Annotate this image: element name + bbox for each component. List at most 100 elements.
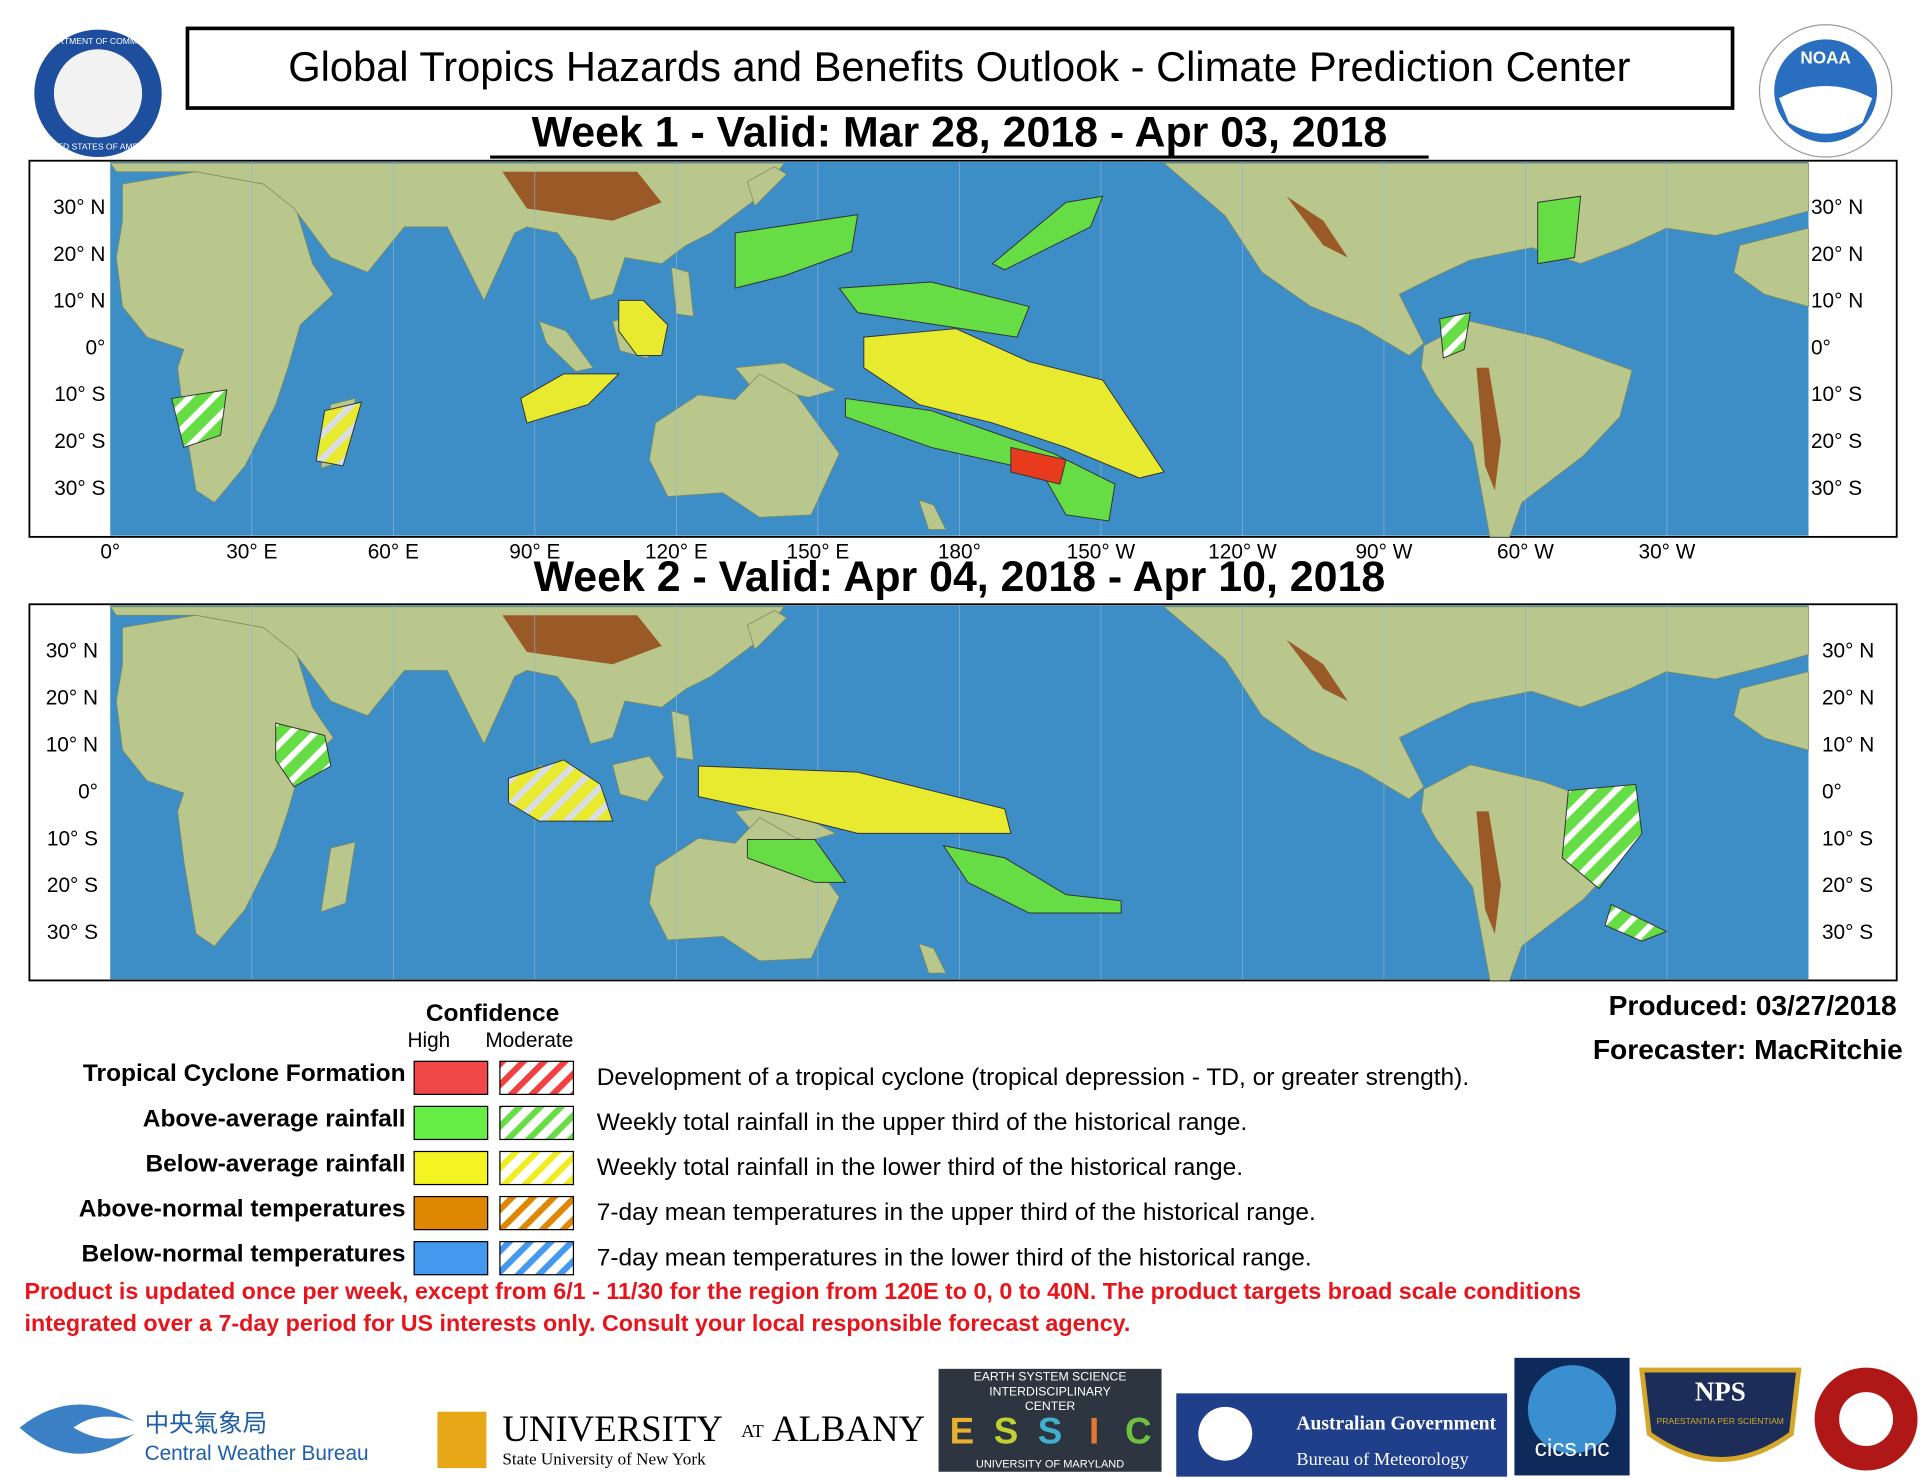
land-shape	[918, 499, 947, 530]
lat-label: 20° S	[1822, 874, 1873, 897]
hazard-area	[1604, 903, 1668, 942]
cwb-logo	[19, 1404, 135, 1454]
hazard-area	[1561, 783, 1643, 890]
lat-label: 30° S	[47, 921, 98, 944]
lat-label: 20° S	[1811, 430, 1862, 453]
essic-letter: S	[994, 1410, 1019, 1451]
legend-label: Above-normal temperatures	[79, 1196, 406, 1223]
hazard-area	[315, 401, 363, 467]
lon-label: 180°	[938, 540, 981, 563]
essic-text: EARTH SYSTEM SCIENCE	[974, 1370, 1127, 1384]
lat-label: 10° S	[1811, 383, 1862, 406]
hazard-area	[1537, 195, 1582, 265]
legend-swatch-high	[413, 1195, 489, 1231]
land-shape	[746, 166, 788, 207]
lat-label: 10° S	[1822, 827, 1873, 850]
lat-label: 0°	[1811, 336, 1831, 359]
forecaster: Forecaster: MacRitchie	[1593, 1033, 1903, 1065]
highland	[1476, 367, 1501, 491]
lat-label: 10° S	[54, 383, 105, 406]
land-shape	[612, 755, 665, 802]
lat-label: 20° S	[54, 430, 105, 453]
land-shape	[734, 362, 837, 398]
land-shape	[649, 373, 840, 518]
lon-label: 150° W	[1067, 540, 1136, 563]
albany-university: UNIVERSITY	[502, 1408, 722, 1449]
lon-label: 150° E	[787, 540, 850, 563]
legend-heading: Confidence	[426, 1000, 559, 1027]
land-shape	[1733, 227, 1809, 308]
lat-label: 30° N	[1811, 196, 1863, 219]
hazard-area	[863, 328, 1165, 479]
lon-label: 0°	[100, 540, 120, 563]
nps-motto: PRAESTANTIA PER SCIENTIAM	[1657, 1416, 1784, 1426]
commerce-seal-inner	[53, 49, 143, 138]
land-shape	[918, 943, 947, 974]
land-shape	[1163, 606, 1809, 800]
map-week1	[28, 159, 1898, 538]
lat-label: 30° N	[46, 640, 98, 663]
hazard-area	[838, 281, 1030, 338]
title-box	[185, 26, 1735, 110]
hawaii-logo-inner	[1839, 1392, 1894, 1447]
legend-swatch-moderate	[499, 1060, 575, 1095]
land-shape	[1163, 162, 1809, 356]
land-shape	[1420, 320, 1633, 538]
hazard-area	[942, 844, 1122, 914]
legend-label: Tropical Cyclone Formation	[83, 1060, 406, 1087]
produced: Produced: 03/27/2018	[1609, 989, 1897, 1021]
legend-moderate: Moderate	[485, 1029, 573, 1052]
highland	[502, 615, 662, 665]
map-labels: 30° N 30° N 30° N 30° N 20° N 20° N 20° N 20° N…	[46, 196, 1875, 944]
essic-letter: I	[1089, 1410, 1099, 1451]
highland	[502, 171, 662, 221]
legend-description: 7-day mean temperatures in the upper thi…	[597, 1199, 1316, 1226]
legend-swatch-high	[413, 1060, 489, 1095]
highland	[1476, 811, 1501, 934]
legend-swatch-high	[413, 1150, 489, 1186]
hazard-area	[507, 759, 614, 822]
lon-label: 60° W	[1497, 540, 1554, 563]
week1-title: Week 1 - Valid: Mar 28, 2018 - Apr 03, 2…	[532, 108, 1388, 156]
albany-mark	[437, 1411, 487, 1469]
cwb-chinese: 中央氣象局	[145, 1410, 268, 1438]
hazard-area	[1010, 446, 1067, 485]
cics-text: cics.nc	[1535, 1435, 1610, 1462]
essic-text: INTERDISCIPLINARY	[989, 1384, 1111, 1398]
legend-label: Below-normal temperatures	[82, 1241, 406, 1268]
legend-description: Development of a tropical cyclone (tropi…	[597, 1064, 1469, 1091]
lat-label: 0°	[85, 336, 105, 359]
hazard-area	[618, 299, 669, 357]
legend-label: Below-average rainfall	[145, 1150, 405, 1177]
legend-description: 7-day mean temperatures in the lower thi…	[597, 1244, 1312, 1271]
legend-swatch-high	[413, 1105, 489, 1141]
land-shape	[671, 710, 694, 761]
hazard-area	[697, 765, 1012, 834]
bom-crest	[1198, 1406, 1253, 1461]
legend-swatch-moderate	[499, 1195, 575, 1231]
lat-label: 30° S	[1822, 921, 1873, 944]
lon-label: 30° W	[1639, 540, 1696, 563]
land-shape	[671, 266, 694, 317]
hazard-area	[1439, 312, 1471, 359]
legend-high: High	[407, 1029, 450, 1052]
lat-label: 20° N	[1811, 243, 1863, 266]
legend-swatch-high	[413, 1241, 489, 1276]
land	[109, 161, 1809, 538]
disclaimer-line: Product is updated once per week, except…	[25, 1278, 1582, 1304]
legend-rows: Tropical Cyclone Formation Development of…	[79, 1060, 1469, 1276]
legend-swatch-moderate	[499, 1105, 575, 1141]
land-shape	[1733, 671, 1809, 751]
noaa-text: NOAA	[1800, 48, 1850, 68]
lat-label: 30° N	[53, 196, 105, 219]
lat-label: 0°	[78, 780, 98, 803]
map-week2	[28, 603, 1898, 982]
bom: Bureau of Meteorology	[1296, 1449, 1469, 1469]
lon-label: 60° E	[368, 540, 419, 563]
lon-label: 120° W	[1208, 540, 1277, 563]
lat-label: 10° N	[1811, 290, 1863, 313]
hazard-area	[170, 389, 228, 449]
aus-gov: Australian Government	[1296, 1414, 1496, 1435]
cics-globe	[1527, 1365, 1617, 1454]
